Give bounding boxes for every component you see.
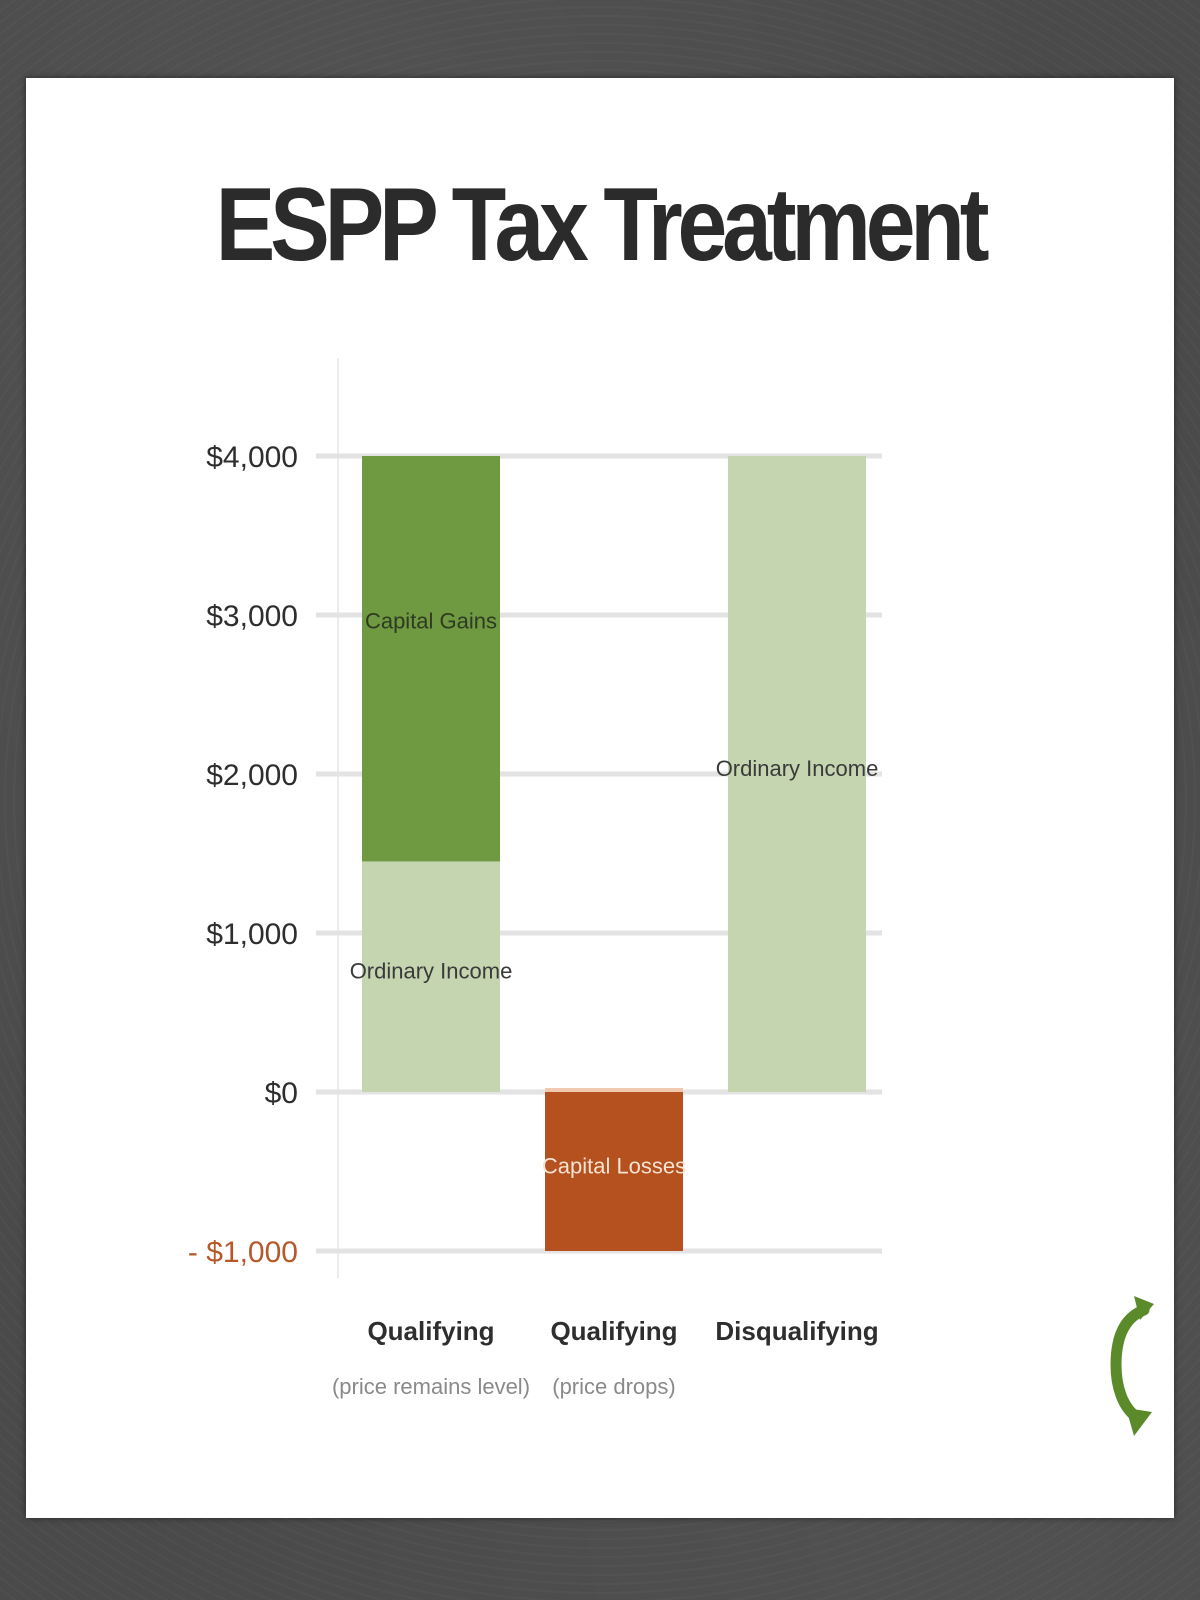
bar-segment-label: Ordinary Income	[350, 959, 513, 984]
bar-segment-edge	[545, 1088, 683, 1092]
refresh-arrow-icon	[1110, 1296, 1154, 1436]
category-label: Qualifying	[367, 1316, 494, 1346]
y-tick-label: $2,000	[206, 759, 298, 792]
category-label: Disqualifying	[715, 1316, 878, 1346]
chart-canvas: $4,000 $3,000 $2,000 $1,000 $0 - $1,000 Ordina…	[188, 358, 882, 1399]
chart-title: ESPP Tax Treatment	[215, 167, 990, 283]
category-label: Qualifying	[550, 1316, 677, 1346]
y-tick-label: $4,000	[206, 441, 298, 474]
bar-segment	[728, 456, 866, 1092]
category-sublabel: (price remains level)	[332, 1374, 530, 1399]
bar-segment	[362, 861, 500, 1092]
y-tick-label: $3,000	[206, 600, 298, 633]
bar-segment-label: Ordinary Income	[716, 756, 879, 781]
slide-card: ESPP Tax Treatment $4,000 $3,000 $2,000 $1,…	[26, 78, 1174, 1518]
bar-segment	[362, 456, 500, 862]
y-tick-label: $1,000	[206, 918, 298, 951]
bar-segment	[545, 1092, 683, 1251]
y-tick-label: $0	[265, 1077, 298, 1110]
bar-segment-label: Capital Losses	[542, 1154, 686, 1179]
y-tick-label: - $1,000	[188, 1236, 298, 1269]
bar-segment-label: Capital Gains	[365, 609, 497, 634]
category-sublabel: (price drops)	[552, 1374, 675, 1399]
